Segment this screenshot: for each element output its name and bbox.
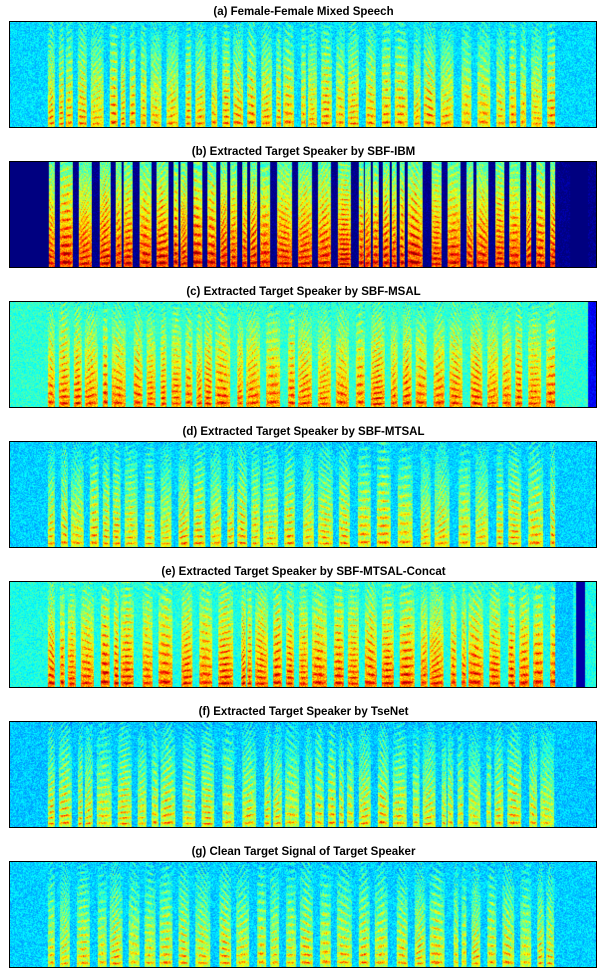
panel-g: (g) Clean Target Signal of Target Speake… bbox=[0, 844, 607, 968]
panel-title: (c) Extracted Target Speaker by SBF-MSAL bbox=[186, 286, 421, 298]
spectrogram-b bbox=[9, 161, 597, 268]
panel-title: (a) Female-Female Mixed Speech bbox=[213, 6, 394, 18]
panel-title: (f) Extracted Target Speaker by TseNet bbox=[198, 706, 409, 718]
spectrogram-f bbox=[9, 721, 597, 828]
panel-title: (d) Extracted Target Speaker by SBF-MTSA… bbox=[182, 426, 425, 438]
panel-d: (d) Extracted Target Speaker by SBF-MTSA… bbox=[0, 424, 607, 550]
panel-b: (b) Extracted Target Speaker by SBF-IBM bbox=[0, 144, 607, 270]
panel-title: (e) Extracted Target Speaker by SBF-MTSA… bbox=[161, 566, 446, 578]
panel-c: (c) Extracted Target Speaker by SBF-MSAL bbox=[0, 284, 607, 410]
panel-title: (g) Clean Target Signal of Target Speake… bbox=[191, 846, 416, 858]
spectrogram-a bbox=[9, 21, 597, 128]
spectrogram-e bbox=[9, 581, 597, 688]
panel-f: (f) Extracted Target Speaker by TseNet bbox=[0, 704, 607, 830]
panel-e: (e) Extracted Target Speaker by SBF-MTSA… bbox=[0, 564, 607, 690]
panel-a: (a) Female-Female Mixed Speech bbox=[0, 4, 607, 130]
spectrogram-g bbox=[9, 861, 597, 968]
spectrogram-c bbox=[9, 301, 597, 408]
spectrogram-d bbox=[9, 441, 597, 548]
panel-title: (b) Extracted Target Speaker by SBF-IBM bbox=[191, 146, 416, 158]
